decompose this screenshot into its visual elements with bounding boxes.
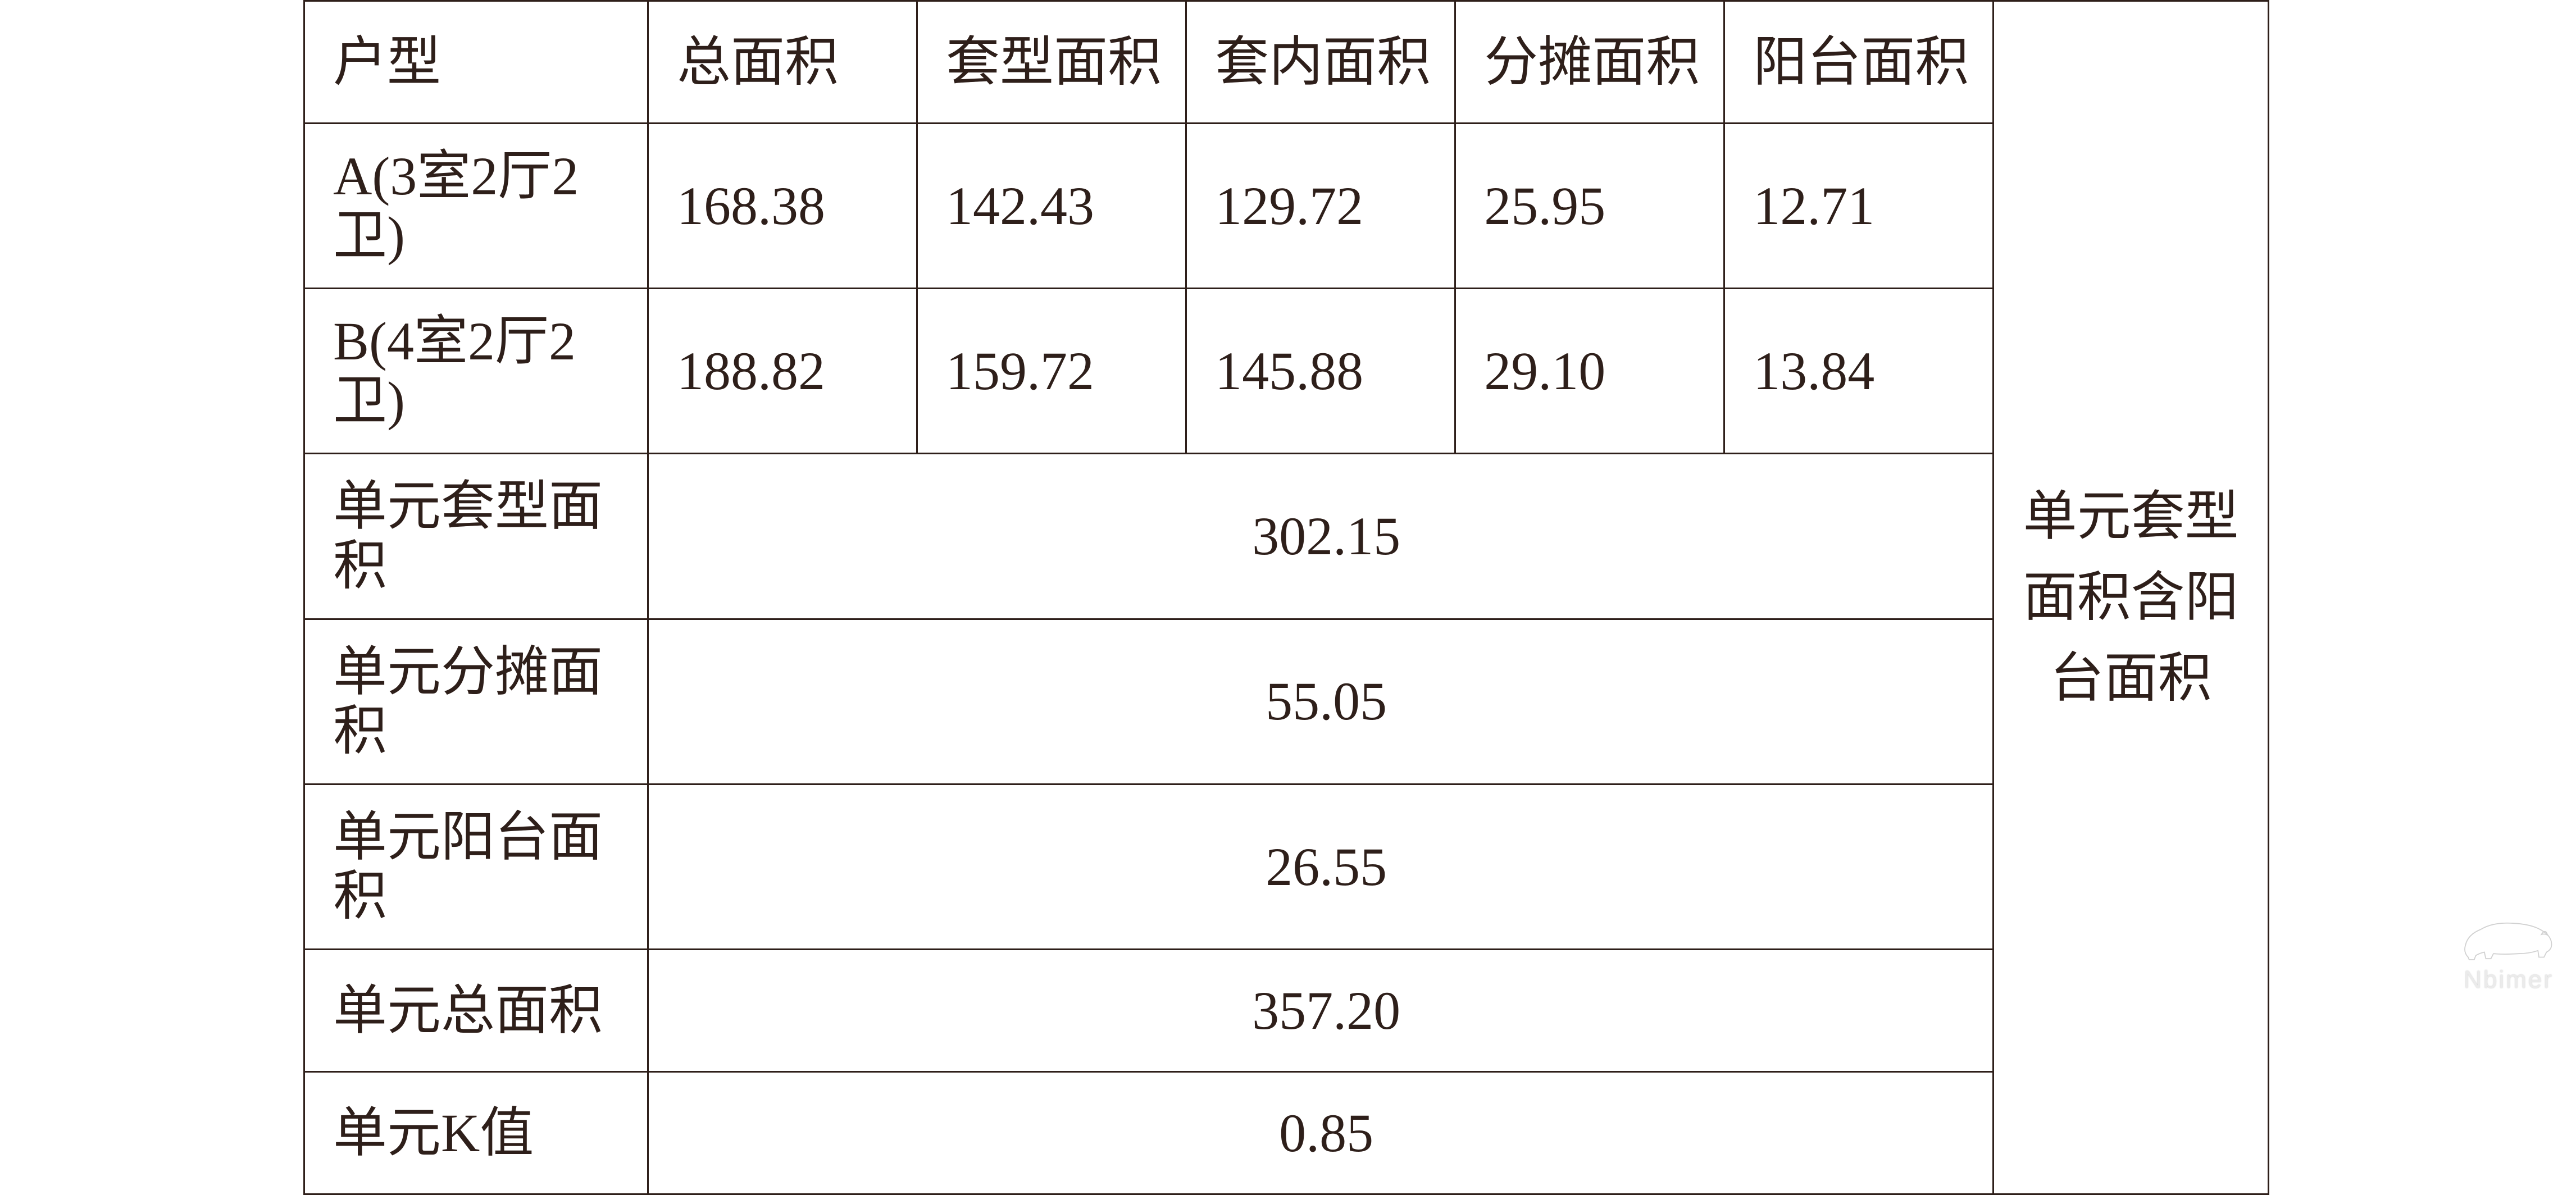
cell-unit-b: B(4室2厅2卫) — [304, 289, 648, 454]
cell-value: 168.38 — [648, 124, 917, 289]
summary-label: 单元阳台面积 — [304, 784, 648, 949]
cell-value: 25.95 — [1455, 124, 1724, 289]
note-cell: 单元套型面积含阳台面积 — [1994, 1, 2269, 1194]
summary-row-total: 单元总面积 357.20 — [304, 949, 2269, 1071]
summary-label: 单元套型面积 — [304, 454, 648, 619]
cell-value: 13.84 — [1724, 289, 1994, 454]
cell-value: 159.72 — [917, 289, 1186, 454]
summary-value: 302.15 — [648, 454, 1993, 619]
summary-row-fentang: 单元分摊面积 55.05 — [304, 619, 2269, 784]
header-taoxing-area: 套型面积 — [917, 1, 1186, 124]
summary-value: 55.05 — [648, 619, 1993, 784]
summary-label: 单元总面积 — [304, 949, 648, 1071]
header-yangtai-area: 阳台面积 — [1724, 1, 1994, 124]
header-total-area: 总面积 — [648, 1, 917, 124]
header-fentang-area: 分摊面积 — [1455, 1, 1724, 124]
watermark-text: Nbimer — [2464, 966, 2554, 994]
cell-value: 142.43 — [917, 124, 1186, 289]
cell-value: 188.82 — [648, 289, 917, 454]
watermark: Nbimer — [2458, 909, 2559, 994]
cell-value: 129.72 — [1186, 124, 1455, 289]
cell-unit-a: A(3室2厅2卫) — [304, 124, 648, 289]
cell-value: 29.10 — [1455, 289, 1724, 454]
bison-icon — [2458, 909, 2559, 970]
header-tainei-area: 套内面积 — [1186, 1, 1455, 124]
area-table: 户型 总面积 套型面积 套内面积 分摊面积 阳台面积 单元套型面积含阳台面积 A… — [303, 0, 2269, 1195]
summary-row-taoxing: 单元套型面积 302.15 — [304, 454, 2269, 619]
cell-value: 145.88 — [1186, 289, 1455, 454]
summary-row-k: 单元K值 0.85 — [304, 1071, 2269, 1194]
cell-value: 12.71 — [1724, 124, 1994, 289]
table-row: A(3室2厅2卫) 168.38 142.43 129.72 25.95 12.… — [304, 124, 2269, 289]
summary-value: 357.20 — [648, 949, 1993, 1071]
area-table-container: 户型 总面积 套型面积 套内面积 分摊面积 阳台面积 单元套型面积含阳台面积 A… — [303, 0, 2269, 1195]
table-row: B(4室2厅2卫) 188.82 159.72 145.88 29.10 13.… — [304, 289, 2269, 454]
summary-label: 单元K值 — [304, 1071, 648, 1194]
table-header-row: 户型 总面积 套型面积 套内面积 分摊面积 阳台面积 单元套型面积含阳台面积 — [304, 1, 2269, 124]
summary-value: 0.85 — [648, 1071, 1993, 1194]
header-unit-type: 户型 — [304, 1, 648, 124]
summary-value: 26.55 — [648, 784, 1993, 949]
summary-row-yangtai: 单元阳台面积 26.55 — [304, 784, 2269, 949]
summary-label: 单元分摊面积 — [304, 619, 648, 784]
